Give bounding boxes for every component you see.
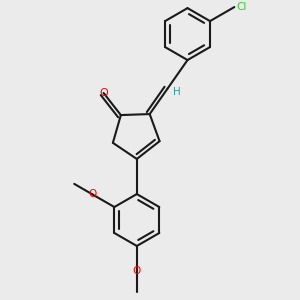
- Text: O: O: [133, 266, 141, 276]
- Text: Cl: Cl: [236, 2, 247, 12]
- Text: H: H: [173, 87, 181, 97]
- Text: O: O: [99, 88, 108, 98]
- Text: O: O: [88, 189, 97, 200]
